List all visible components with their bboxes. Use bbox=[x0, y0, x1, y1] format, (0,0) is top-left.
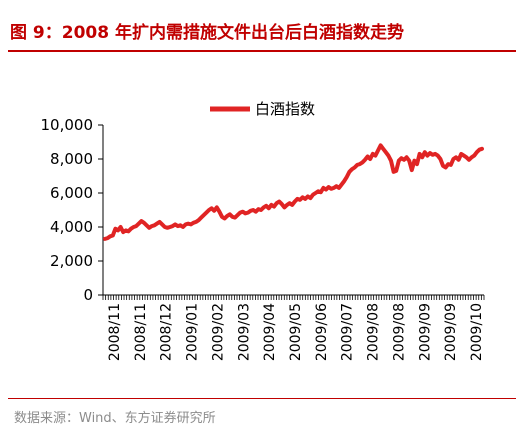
x-tick-label: 2009/06 bbox=[314, 303, 330, 361]
x-tick-label: 2009/01 bbox=[185, 303, 201, 361]
x-tick-label: 2009/09 bbox=[417, 303, 433, 361]
title-divider bbox=[8, 50, 516, 52]
y-tick-label: 10,000 bbox=[41, 116, 94, 134]
footer-divider bbox=[8, 398, 516, 399]
y-axis: 10,000 8,000 6,000 4,000 2,000 0 bbox=[41, 116, 104, 304]
y-tick-label: 2,000 bbox=[50, 252, 93, 270]
x-tick-label: 2008/11 bbox=[107, 303, 123, 361]
x-tick-label: 2009/03 bbox=[236, 303, 252, 361]
chart-legend: 白酒指数 bbox=[210, 100, 315, 118]
x-tick-label: 2009/02 bbox=[210, 303, 226, 361]
x-tick-label: 2009/04 bbox=[262, 303, 278, 361]
plot-area bbox=[103, 143, 484, 241]
series-line-baijiu-index bbox=[103, 143, 484, 241]
x-tick-label: 2009/08 bbox=[391, 303, 407, 361]
x-tick-label: 2008/12 bbox=[159, 303, 175, 361]
legend-label: 白酒指数 bbox=[255, 100, 315, 118]
y-tick-label: 6,000 bbox=[50, 184, 93, 202]
x-tick-label: 2008/11 bbox=[133, 303, 149, 361]
x-tick-label: 2009/08 bbox=[366, 303, 382, 361]
x-tick-label: 2009/05 bbox=[288, 303, 304, 361]
y-tick-label: 8,000 bbox=[50, 150, 93, 168]
x-tick-label: 2009/09 bbox=[443, 303, 459, 361]
y-tick-label: 0 bbox=[83, 286, 93, 304]
x-tick-label: 2009/10 bbox=[469, 303, 485, 361]
figure-title: 图 9：2008 年扩内需措施文件出台后白酒指数走势 bbox=[10, 23, 404, 43]
source-note: 数据来源：Wind、东方证券研究所 bbox=[14, 411, 216, 426]
y-tick-label: 4,000 bbox=[50, 218, 93, 236]
x-axis: 2008/11 2008/11 2008/12 2009/01 2009/02 2009/… bbox=[102, 294, 485, 361]
x-tick-label: 2009/07 bbox=[340, 303, 356, 361]
